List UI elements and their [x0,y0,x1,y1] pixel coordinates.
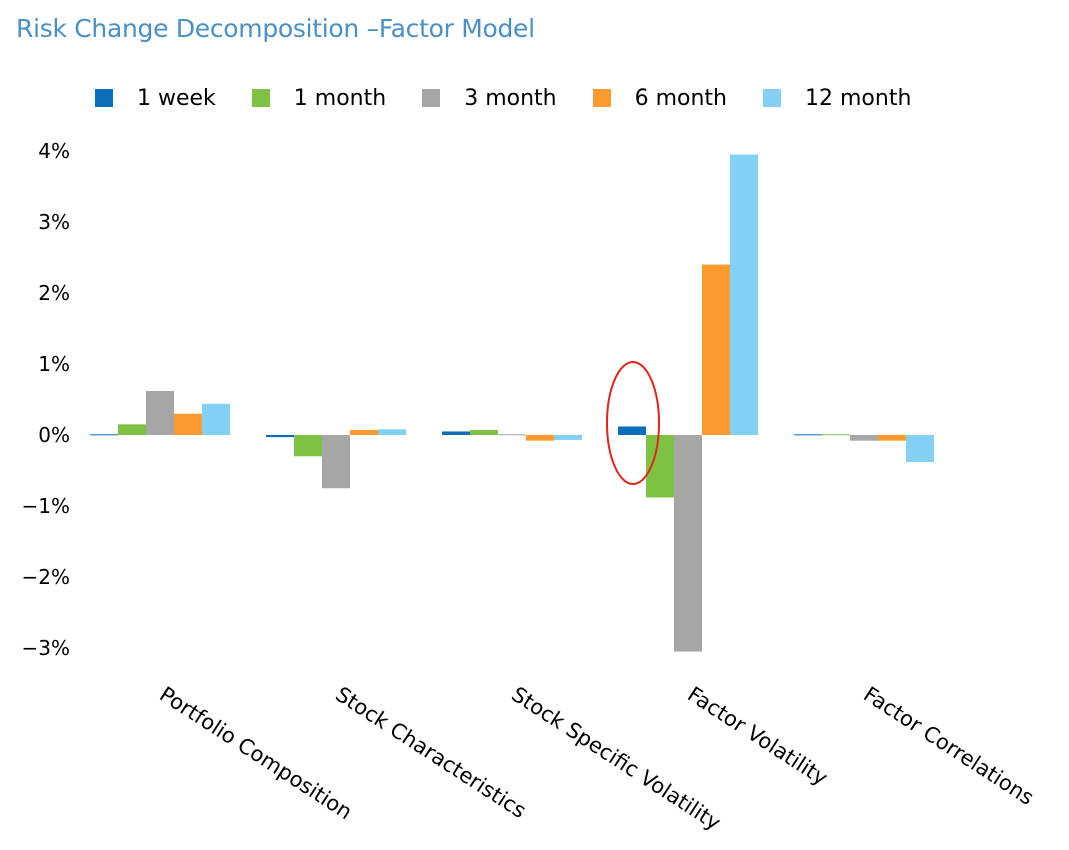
bar-6-month-portfolio-composition [174,413,202,435]
bar-3-month-factor-correlations [850,435,878,441]
y-axis-ticks: 4% 3% 2% 1% 0% −1% −2% −3% [22,139,71,660]
bar-12-month-factor-volatility [730,154,758,436]
bar-1-week-stock-specific-volatility [442,431,470,435]
legend-swatch-1-month [251,89,270,107]
legend-label-6-month: 6 month [634,85,728,111]
y-tick-label: −3% [22,636,71,660]
y-tick-label: −1% [22,494,71,518]
bar-1-month-factor-volatility [646,435,674,498]
bar-3-month-portfolio-composition [146,390,174,435]
x-category-label: Factor Volatility [683,682,832,790]
y-tick-label: −2% [22,565,71,589]
chart-title: Risk Change Decomposition –Factor Model [16,14,535,43]
y-tick-label: 2% [38,281,70,305]
legend-item-6-month: 6 month [592,85,728,111]
y-tick-label: 0% [38,423,70,447]
legend-label-12-month: 12 month [805,85,912,111]
x-category-label: Stock Characteristics [331,682,530,823]
bar-1-month-factor-correlations [822,434,850,436]
annotations [606,361,660,485]
bar-12-month-factor-correlations [906,435,934,462]
bar-1-week-stock-characteristics [266,435,294,438]
legend-item-12-month: 12 month [763,86,911,111]
bar-1-month-portfolio-composition [118,424,146,435]
bar-3-month-factor-volatility [674,435,702,652]
legend-swatch-6-month [592,89,611,107]
y-tick-label: 3% [38,210,70,234]
bar-1-week-portfolio-composition [90,434,118,436]
legend: 1 week 1 month 3 month 6 month 12 month [95,84,947,112]
y-tick-label: 1% [38,352,70,376]
bar-3-month-stock-specific-volatility [498,434,526,436]
legend-label-1-week: 1 week [137,85,216,111]
bar-1-month-stock-specific-volatility [470,430,498,435]
y-tick-label: 4% [38,139,70,163]
bar-6-month-factor-volatility [702,264,730,435]
bar-12-month-stock-specific-volatility [554,435,582,440]
bar-12-month-stock-characteristics [378,429,406,435]
bars [90,154,934,652]
highlight-ellipse [606,361,660,485]
bar-1-week-factor-volatility [618,426,646,435]
x-category-label: Factor Correlations [859,682,1038,810]
bar-6-month-stock-characteristics [350,430,378,435]
legend-swatch-1-week [95,89,113,107]
legend-item-3-month: 3 month [422,85,557,111]
bar-6-month-factor-correlations [878,435,906,441]
legend-label-1-month: 1 month [293,85,387,111]
bar-3-month-stock-characteristics [322,435,350,489]
legend-item-1-week: 1 week [95,86,216,111]
legend-item-1-month: 1 month [251,85,387,111]
legend-swatch-12-month [763,89,782,107]
bar-1-month-stock-characteristics [294,435,322,457]
legend-label-3-month: 3 month [464,85,557,111]
bar-12-month-portfolio-composition [202,403,230,435]
bar-1-week-factor-correlations [794,434,822,436]
legend-swatch-3-month [422,89,441,107]
x-category-label: Portfolio Composition [155,682,356,824]
bar-6-month-stock-specific-volatility [526,435,554,441]
